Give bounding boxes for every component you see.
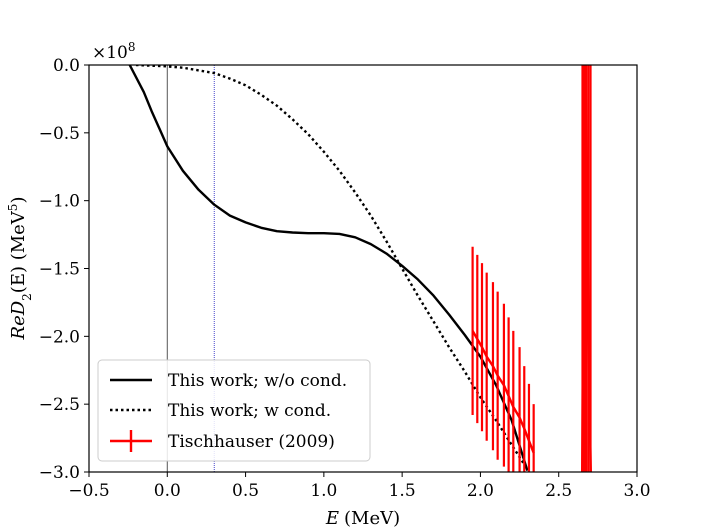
x-tick-label: 1.5 xyxy=(389,481,416,501)
y-scale-factor: ×108 xyxy=(92,40,136,63)
x-tick-label: 1.0 xyxy=(310,481,337,501)
legend-box xyxy=(97,359,371,462)
x-tick-label: −0.5 xyxy=(68,481,109,501)
legend: This work; w/o cond. This work; w cond. … xyxy=(97,359,371,462)
series-line-wo-cond xyxy=(128,65,529,471)
legend-label: This work; w/o cond. xyxy=(168,371,347,391)
y-tick-label: −0.5 xyxy=(39,124,80,144)
x-axis-label: E (MeV) xyxy=(325,508,400,529)
y-tick-label: −2.5 xyxy=(39,395,80,415)
y-tick-label: −1.0 xyxy=(39,192,80,212)
x-tick-label: 3.0 xyxy=(623,481,650,501)
y-tick-label: −1.5 xyxy=(39,260,80,280)
x-tick-label: 0.5 xyxy=(232,481,259,501)
y-tick-label: −3.0 xyxy=(39,463,80,483)
legend-label: This work; w cond. xyxy=(168,401,331,421)
x-tick-label: 2.5 xyxy=(545,481,572,501)
x-tick-label: 0.0 xyxy=(154,481,181,501)
x-tick-label: 2.0 xyxy=(467,481,494,501)
legend-label: Tischhauser (2009) xyxy=(168,432,335,452)
y-axis-label: ReD2(E) (MeV5) xyxy=(6,197,34,341)
y-tick-label: 0.0 xyxy=(53,56,80,76)
y-tick-label: −2.0 xyxy=(39,327,80,347)
